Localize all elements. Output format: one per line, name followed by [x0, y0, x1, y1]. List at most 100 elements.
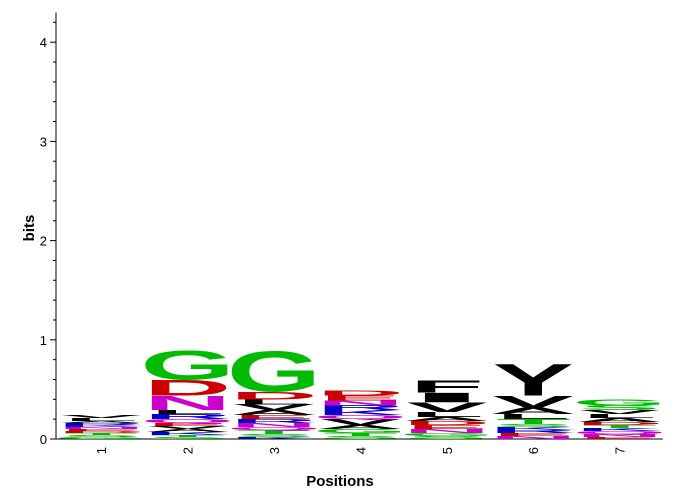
logo-letter: E: [147, 422, 228, 427]
logo-letter: Q: [227, 426, 321, 431]
logo-letter: T: [496, 418, 570, 426]
logo-letter: R: [230, 418, 318, 424]
logo-letter: S: [579, 404, 660, 412]
logo-letter: G: [227, 340, 321, 405]
logo-letter: N: [489, 435, 577, 440]
x-tick-label: 7: [613, 447, 628, 454]
logo-letter: A: [230, 409, 318, 417]
x-tick-label: 5: [440, 447, 455, 454]
logo-letter: A: [489, 406, 577, 417]
logo-letter: E: [579, 437, 660, 440]
logo-letter: D: [576, 421, 664, 426]
logo-letter: A: [403, 416, 491, 422]
logo-letter: Q: [313, 414, 407, 420]
logo-letter: V: [579, 409, 660, 415]
logo-letter: R: [317, 404, 405, 412]
logo-letter: K: [489, 426, 577, 431]
logo-letter: R: [489, 429, 577, 434]
logo-letter: G: [400, 432, 494, 437]
logo-letter: L: [237, 398, 311, 406]
logo-letter: G: [572, 398, 666, 407]
logo-letter: D: [144, 376, 232, 401]
logo-letter: I: [405, 390, 489, 405]
x-tick-label: 2: [181, 447, 196, 454]
x-tick-label: 3: [267, 447, 282, 454]
logo-letter: E: [61, 429, 142, 432]
y-tick-label: 3: [40, 134, 47, 149]
x-tick-label: 1: [94, 447, 109, 454]
logo-letter: F: [410, 376, 484, 396]
logo-letter: L: [410, 411, 484, 419]
x-axis: 1 2 3 4 5 6 7: [56, 438, 663, 454]
x-axis-title: Positions: [306, 473, 374, 490]
logo-letter: A: [144, 428, 232, 433]
logo-letter: S: [61, 435, 142, 438]
logo-letter: G: [140, 343, 234, 389]
logo-letter: T: [151, 435, 225, 438]
logo-letter: T: [64, 433, 138, 436]
logo-letter: K: [230, 437, 318, 440]
logo-letter: R: [57, 423, 145, 426]
logo-letter: K: [576, 427, 664, 432]
logo-letter: K: [317, 409, 405, 417]
logo-letter: E: [406, 424, 487, 430]
logo-letter: D: [403, 420, 491, 426]
logo-letter: Y: [493, 355, 574, 406]
logo-letter: V: [234, 403, 315, 412]
y-axis: 0 1 2 3 4: [40, 12, 57, 447]
logo-letter: K: [57, 425, 145, 428]
logo-letter: S: [147, 437, 228, 440]
logo-letter: V: [147, 425, 228, 430]
logo-letter: N: [576, 433, 664, 438]
logo-letter: N: [230, 422, 318, 428]
y-tick-label: 2: [40, 234, 47, 249]
logo-letter: S: [406, 435, 487, 440]
logo-letter: N: [403, 428, 491, 434]
logo-letter: L: [583, 413, 657, 419]
logo-letter: D: [230, 389, 318, 401]
logo-letter: K: [144, 431, 232, 436]
logo-letter: A: [576, 417, 664, 423]
logo-letter: Q: [572, 430, 666, 435]
logo-letter: S: [493, 423, 574, 428]
logo-letter: V: [493, 393, 574, 411]
logo-letter: D: [57, 431, 145, 434]
logo-letter: E: [320, 394, 401, 402]
logo-letter: E: [234, 414, 315, 420]
logo-letter: Q: [140, 418, 234, 424]
logo-letter: S: [234, 433, 315, 438]
logo-letter: N: [144, 392, 232, 415]
letter-stacks: GSTDENKRALVSTKAVEQRLNDGKSTQNREAVLDGSTGAV…: [54, 340, 667, 440]
logo-letter: N: [57, 427, 145, 430]
y-axis-title: bits: [21, 215, 38, 242]
logo-letter: T: [237, 429, 311, 435]
y-tick-label: 0: [40, 432, 47, 447]
logo-letter: L: [64, 417, 138, 422]
y-tick-label: 1: [40, 333, 47, 348]
logo-letter: E: [493, 432, 574, 437]
y-tick-label: 4: [40, 35, 47, 50]
logo-letter: R: [144, 413, 232, 421]
logo-letter: L: [151, 409, 225, 415]
logo-letter: V: [320, 418, 401, 427]
logo-letter: A: [57, 421, 145, 424]
logo-letter: G: [54, 437, 148, 440]
logo-letter: L: [496, 413, 570, 421]
x-tick-label: 4: [353, 447, 368, 454]
logo-letter: V: [61, 414, 142, 419]
logo-letter: A: [317, 424, 405, 430]
logo-letter: S: [320, 435, 401, 440]
logo-letter: V: [406, 400, 488, 415]
logo-letter: G: [313, 428, 407, 434]
x-tick-label: 6: [526, 447, 541, 454]
logo-letter: N: [317, 399, 405, 407]
logo-letter: T: [583, 424, 657, 429]
